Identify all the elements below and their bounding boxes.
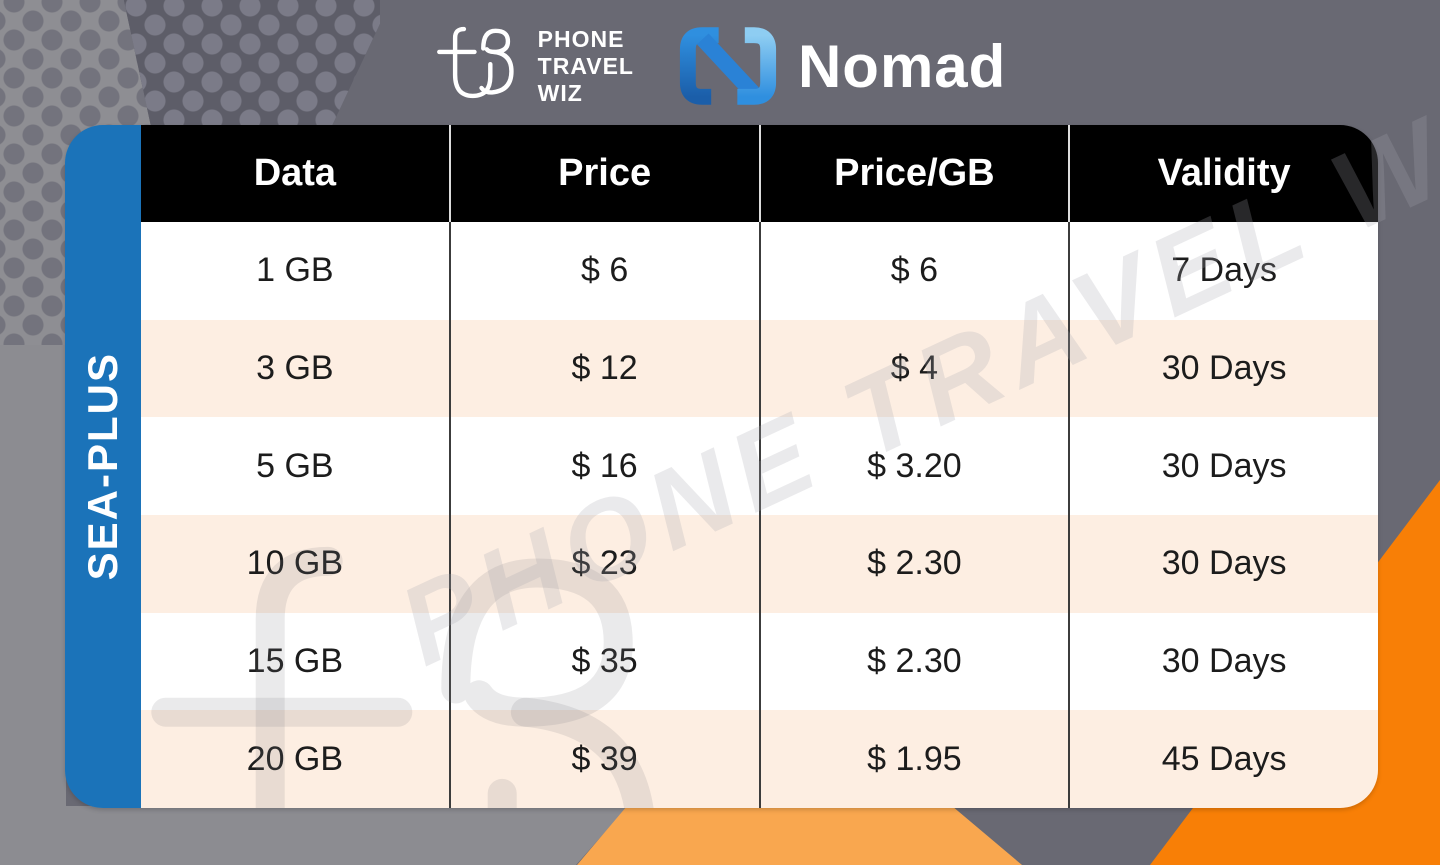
table-cell: 7 Days (1068, 222, 1378, 320)
ptw-line-2: TRAVEL (537, 52, 634, 79)
table-cell: 45 Days (1068, 710, 1378, 808)
plan-sidebar: SEA-PLUS (65, 125, 141, 808)
phone-travel-wiz-wordmark: PHONE TRAVEL WIZ (538, 26, 634, 107)
table-cell: 1 GB (256, 251, 334, 290)
table-cell: $ 2.30 (758, 612, 1069, 711)
table-cell: $ 4 (758, 319, 1069, 418)
table-cell: 15 GB (246, 642, 344, 681)
phone-travel-wiz-brand: PHONE TRAVEL WIZ (434, 22, 634, 110)
table-cell: 20 GB (246, 739, 344, 778)
header-cell: Price (448, 125, 759, 222)
table-cell: 10 GB (246, 544, 344, 583)
table-row: 3 GB $ 12 $ 4 30 Days (141, 319, 1378, 418)
table-cell: 30 Days (1068, 612, 1378, 711)
table-cell: $ 3.20 (758, 417, 1069, 516)
table-cell: 30 Days (1068, 319, 1378, 418)
table-cell: $ 16 (448, 417, 759, 516)
table-row: 20 GB $ 39 $ 1.95 45 Days (141, 710, 1378, 808)
table-cell: 30 Days (1068, 417, 1378, 516)
table-cell: $ 6 (448, 222, 759, 320)
table-row: 15 GB $ 35 $ 2.30 30 Days (141, 612, 1378, 711)
header-cell: Data (253, 152, 337, 194)
table-cell: $ 2.30 (758, 515, 1069, 613)
brand-header: PHONE TRAVEL WIZ Nomad (0, 16, 1440, 116)
plan-label: SEA-PLUS (79, 352, 126, 581)
table-cell: $ 35 (448, 612, 759, 711)
header-cell: Price/GB (758, 125, 1069, 222)
table-cell: $ 1.95 (758, 710, 1069, 808)
table-cell: $ 6 (758, 222, 1069, 320)
table-cell: 30 Days (1068, 515, 1378, 613)
ptw-line-1: PHONE (537, 25, 625, 52)
nomad-wordmark: Nomad (797, 32, 1007, 100)
nomad-brand: Nomad (672, 19, 1006, 113)
phone-travel-wiz-logo-icon (434, 22, 522, 110)
table-cell: $ 39 (448, 710, 759, 808)
table-cell: $ 12 (448, 319, 759, 418)
table-cell: 3 GB (256, 349, 334, 387)
table-cell: 5 GB (256, 446, 334, 485)
nomad-logo-icon (679, 27, 777, 105)
pricing-table: SEA-PLUS Data Price Price/GB Validity 1 GB $… (65, 125, 1378, 808)
table-header-row: Data Price Price/GB Validity (141, 125, 1378, 222)
ptw-line-3: WIZ (537, 79, 583, 106)
table-cell: $ 23 (448, 515, 759, 613)
table-row: 10 GB $ 23 $ 2.30 30 Days (141, 515, 1378, 613)
table-row: 5 GB $ 16 $ 3.20 30 Days (141, 417, 1378, 516)
header-cell: Validity (1068, 125, 1378, 222)
